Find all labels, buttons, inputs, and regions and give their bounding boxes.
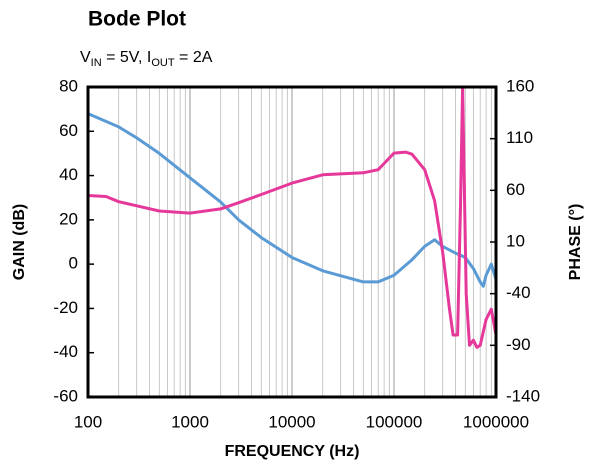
subtitle-part: = 5V, I — [102, 49, 152, 66]
subtitle-part: V — [80, 49, 91, 66]
subtitle-part: = 2A — [175, 49, 213, 66]
y2-tick-label: 110 — [506, 128, 533, 147]
y-tick-label: -60 — [53, 386, 78, 405]
x-axis-label: FREQUENCY (Hz) — [225, 443, 360, 460]
x-tick-label: 100 — [74, 412, 102, 431]
y-tick-label: 40 — [59, 165, 78, 184]
y2-tick-label: 160 — [506, 76, 534, 95]
series-line — [88, 112, 496, 288]
x-tick-label: 1000 — [171, 412, 209, 431]
chart-title: Bode Plot — [88, 8, 186, 31]
y2-tick-label: 10 — [506, 231, 525, 250]
series-line — [88, 87, 496, 349]
subtitle-part: IN — [91, 57, 102, 69]
y2-axis-label: PHASE (°) — [567, 204, 584, 281]
y-tick-label: -20 — [53, 298, 78, 317]
chart-subtitle: VIN = 5V, IOUT = 2A — [80, 49, 213, 69]
y-tick-label: 80 — [59, 76, 78, 95]
plot-frame — [86, 85, 498, 399]
y-tick-label: -40 — [53, 342, 78, 361]
y2-tick-label: 60 — [506, 180, 525, 199]
y-tick-label: 0 — [69, 254, 78, 273]
y2-tick-label: -140 — [506, 386, 540, 405]
y-tick-label: 20 — [59, 209, 78, 228]
y-tick-label: 60 — [59, 121, 78, 140]
y2-tick-label: -90 — [506, 335, 531, 354]
subtitle-part: OUT — [151, 57, 175, 69]
x-tick-label: 10000 — [268, 412, 315, 431]
x-tick-label: 100000 — [366, 412, 423, 431]
x-tick-label: 1000000 — [463, 412, 529, 431]
y2-tick-label: -40 — [506, 283, 531, 302]
y-axis-label: GAIN (dB) — [11, 204, 28, 280]
